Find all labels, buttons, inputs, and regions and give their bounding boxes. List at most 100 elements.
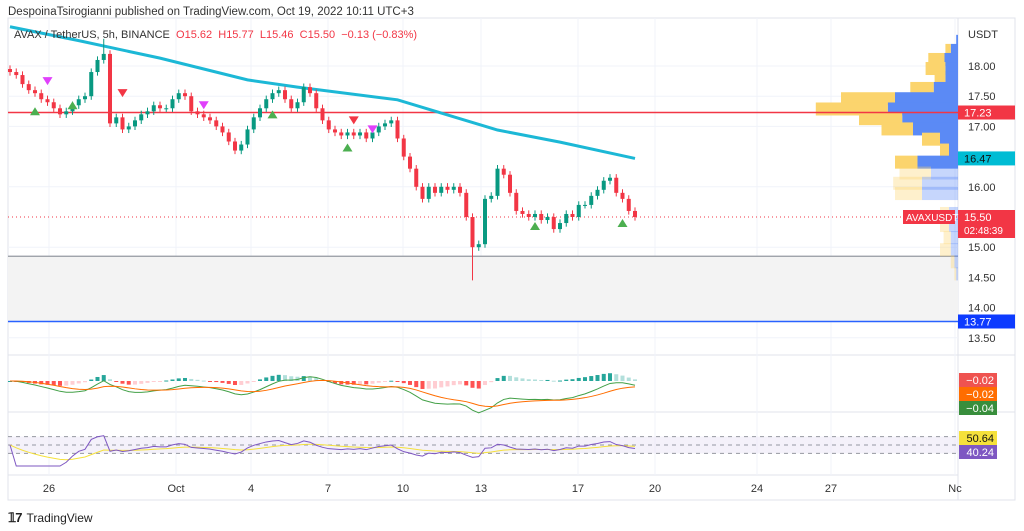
candle-body <box>220 126 225 133</box>
candle <box>358 128 362 140</box>
candle <box>76 95 81 109</box>
candle-body <box>483 198 487 245</box>
macd-histogram-bar <box>433 381 437 389</box>
candle-body <box>608 177 612 181</box>
volume-profile-up-bar <box>922 176 958 190</box>
candle-body <box>370 132 375 139</box>
candle <box>189 92 194 115</box>
volume-profile-down-bar <box>881 122 913 136</box>
candle <box>101 38 106 64</box>
high-value: H15.77 <box>218 29 254 41</box>
volume-profile-up-bar <box>954 255 958 269</box>
candle <box>145 107 150 118</box>
candle <box>364 128 369 143</box>
candle <box>470 213 475 281</box>
change-value: −0.13 (−0.83%) <box>341 29 418 41</box>
ma-price-label: 16.47 <box>964 153 992 165</box>
macd-histogram-bar <box>201 380 206 382</box>
volume-profile-down-bar <box>899 166 931 180</box>
candle-body <box>183 93 187 97</box>
candle <box>608 174 612 185</box>
macd-histogram-bar <box>583 377 587 381</box>
signal-down-marker <box>348 116 359 125</box>
candle-body <box>551 217 556 230</box>
candle-body <box>533 213 537 217</box>
candle-body <box>258 108 262 118</box>
candle <box>20 71 25 88</box>
macd-histogram-bar <box>370 381 375 384</box>
tradingview-footer[interactable]: 𝟙7 TradingView <box>8 510 93 526</box>
macd-histogram-bar <box>314 377 319 381</box>
price-tick-label: 15.00 <box>968 242 996 254</box>
candle <box>320 104 325 124</box>
macd-histogram-bar <box>101 375 106 381</box>
macd-histogram-bar <box>108 379 112 381</box>
candle <box>383 119 387 131</box>
signal-up-marker <box>617 219 628 228</box>
candle <box>220 122 225 137</box>
volume-profile-down-bar <box>954 267 957 281</box>
candle-body <box>320 108 325 121</box>
macd-histogram-bar <box>420 381 425 389</box>
candle-body <box>451 186 456 190</box>
volume-profile-down-bar <box>922 132 940 146</box>
macd-histogram-bar <box>526 379 531 381</box>
candle <box>289 95 294 112</box>
currency-label: USDT <box>968 29 998 41</box>
macd-histogram-bar <box>208 381 212 382</box>
time-tick-label: 17 <box>572 483 584 495</box>
volume-profile-up-bar <box>950 243 958 257</box>
support-zone <box>8 256 958 322</box>
time-tick-label: 7 <box>325 483 331 495</box>
resistance-price-label-bg <box>958 105 1015 120</box>
macd-histogram-bar <box>151 381 156 382</box>
candle-body <box>508 174 512 193</box>
macd-histogram-bar <box>489 381 494 383</box>
macd-histogram-bar <box>64 381 69 386</box>
macd-histogram-bar <box>239 381 244 385</box>
macd-histogram-bar <box>576 377 581 381</box>
time-tick-label: 20 <box>649 483 661 495</box>
volume-profile-down-bar <box>934 71 946 85</box>
macd-histogram-bar <box>601 373 606 381</box>
rsi-value-label: 50.64 <box>966 433 994 445</box>
candle-body <box>333 129 337 133</box>
macd-histogram-bar <box>170 379 175 381</box>
candle-body <box>176 93 181 100</box>
candle <box>270 89 275 103</box>
candle-body <box>151 105 156 112</box>
macd-histogram-bar <box>514 377 519 381</box>
macd-histogram-bar <box>270 375 275 381</box>
candle <box>14 68 19 79</box>
macd-histogram-bar <box>76 381 81 384</box>
macd-histogram-bar <box>183 377 187 381</box>
macd-histogram-bar <box>58 381 62 386</box>
symbol-name[interactable]: AVAX / TetherUS, 5h, BINANCE <box>14 29 170 41</box>
candle-body <box>126 126 131 130</box>
macd-histogram-bar <box>470 381 475 388</box>
candle-body <box>558 223 562 230</box>
macd-value-label-bg <box>959 373 997 387</box>
candle-body <box>395 120 400 139</box>
candle <box>64 107 69 118</box>
candle-body <box>420 186 425 199</box>
candle <box>333 125 337 137</box>
macd-histogram-bar <box>95 376 100 381</box>
candle <box>295 98 300 112</box>
time-tick-label: 27 <box>825 483 837 495</box>
candle-body <box>458 186 462 193</box>
macd-histogram-bar <box>220 381 225 383</box>
candle-body <box>295 102 300 109</box>
volume-profile-down-bar <box>950 255 955 269</box>
candle <box>564 210 569 227</box>
macd-histogram-bar <box>358 381 362 385</box>
macd-histogram-bar <box>389 380 394 382</box>
rsi-value-label: 40.24 <box>966 447 994 459</box>
candle <box>501 165 506 179</box>
candle <box>226 128 231 146</box>
volume-profile-up-bar <box>950 231 958 245</box>
time-tick-label: 10 <box>397 483 409 495</box>
time-tick-label: 26 <box>43 483 55 495</box>
macd-histogram-bar <box>245 381 250 384</box>
